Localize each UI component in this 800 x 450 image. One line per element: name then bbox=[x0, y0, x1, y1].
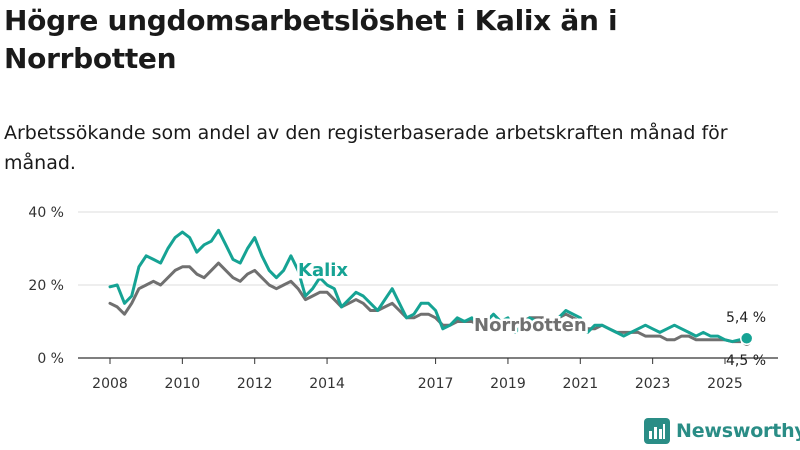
x-tick-label: 2014 bbox=[309, 376, 345, 390]
end-markers bbox=[739, 331, 754, 348]
x-tick-label: 2021 bbox=[562, 376, 598, 390]
x-tick-label: 2017 bbox=[418, 376, 454, 390]
series-line-kalix bbox=[108, 228, 749, 344]
newsworthy-icon bbox=[644, 418, 670, 444]
series-line-norrbotten bbox=[108, 261, 749, 344]
end-label-kalix: 5,4 % bbox=[726, 310, 766, 326]
line-chart: 0 % 20 % 40 % 2008 2010 2012 2014 2017 2019 2021… bbox=[28, 205, 778, 390]
x-tick-label: 2019 bbox=[490, 376, 526, 390]
brand-name: Newsworthy bbox=[676, 420, 800, 442]
y-tick-label: 0 % bbox=[37, 351, 64, 367]
x-tick-label: 2010 bbox=[165, 376, 201, 390]
end-dot-kalix bbox=[739, 331, 754, 346]
gridlines bbox=[78, 211, 778, 286]
series-lines bbox=[108, 228, 749, 344]
chart-title: Högre ungdomsarbetslöshet i Kalix än i N… bbox=[4, 4, 618, 75]
x-tick-label: 2025 bbox=[707, 376, 743, 390]
x-tick-label: 2008 bbox=[92, 376, 128, 390]
chart-subtitle: Arbetssökande som andel av den registerb… bbox=[4, 122, 728, 174]
y-tick-label: 20 % bbox=[28, 278, 64, 294]
x-tick-label: 2012 bbox=[237, 376, 273, 390]
y-axis-ticks: 0 % 20 % 40 % bbox=[28, 205, 64, 367]
end-label-norrbotten: 4,5 % bbox=[726, 353, 766, 369]
brand-logo: Newsworthy bbox=[644, 418, 800, 444]
series-label-norrbotten: Norrbotten bbox=[474, 315, 587, 336]
y-tick-label: 40 % bbox=[28, 205, 64, 221]
series-labels: Kalix Norrbotten 5,4 % 4,5 % bbox=[296, 258, 767, 370]
x-tick-label: 2023 bbox=[635, 376, 671, 390]
series-label-kalix: Kalix bbox=[298, 260, 348, 281]
x-axis: 2008 2010 2012 2014 2017 2019 2021 2023 2025 bbox=[78, 357, 778, 390]
